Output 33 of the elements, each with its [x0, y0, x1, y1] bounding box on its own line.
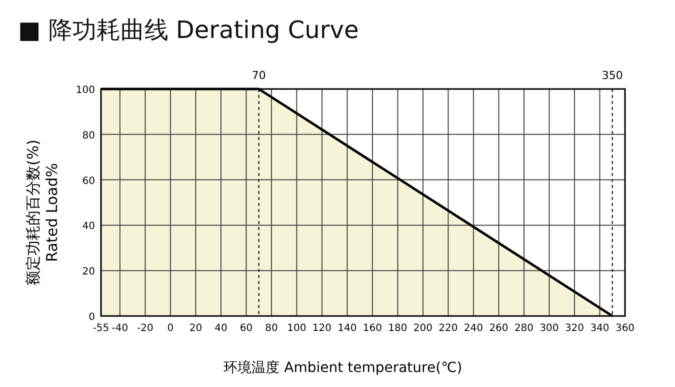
x-tick-label: 140 [338, 323, 357, 334]
y-tick-label: 100 [76, 85, 95, 96]
x-tick-label: 80 [265, 323, 278, 334]
x-tick-label: -40 [112, 323, 128, 334]
ref-line-label: 350 [602, 69, 623, 82]
x-tick-label: 120 [312, 323, 332, 334]
x-tick-label: 280 [514, 323, 534, 334]
x-tick-label: 340 [590, 323, 610, 334]
x-tick-label: 180 [388, 323, 408, 334]
x-tick-label: 100 [287, 323, 306, 334]
x-tick-label: 220 [438, 323, 458, 334]
x-tick-label: 160 [362, 323, 382, 334]
x-tick-label: 300 [540, 323, 559, 334]
y-tick-label: 40 [82, 221, 95, 232]
x-tick-label: 320 [564, 323, 584, 334]
x-tick-label: 260 [489, 323, 508, 334]
x-tick-label: 40 [214, 323, 228, 334]
x-tick-label: 360 [615, 323, 635, 334]
y-tick-label: 0 [88, 312, 95, 323]
chart-title: ■ 降功耗曲线 Derating Curve [18, 16, 359, 44]
x-tick-label: 20 [189, 323, 202, 334]
x-tick-label: -55 [92, 323, 110, 334]
x-axis-title: 环境温度 Ambient temperature(℃) [224, 360, 462, 376]
y-tick-label: 60 [82, 176, 95, 187]
y-tick-label: 80 [82, 130, 95, 142]
x-tick-label: 200 [413, 323, 433, 334]
x-tick-label: 0 [167, 323, 174, 334]
ref-line-label: 70 [252, 69, 266, 82]
y-tick-label: 20 [82, 266, 95, 278]
y-axis-title: 额定功耗的百分数(%) Rated Load% [24, 140, 61, 286]
x-tick-label: 240 [464, 323, 484, 334]
x-tick-label: 60 [240, 323, 253, 334]
x-tick-label: -20 [137, 323, 154, 334]
